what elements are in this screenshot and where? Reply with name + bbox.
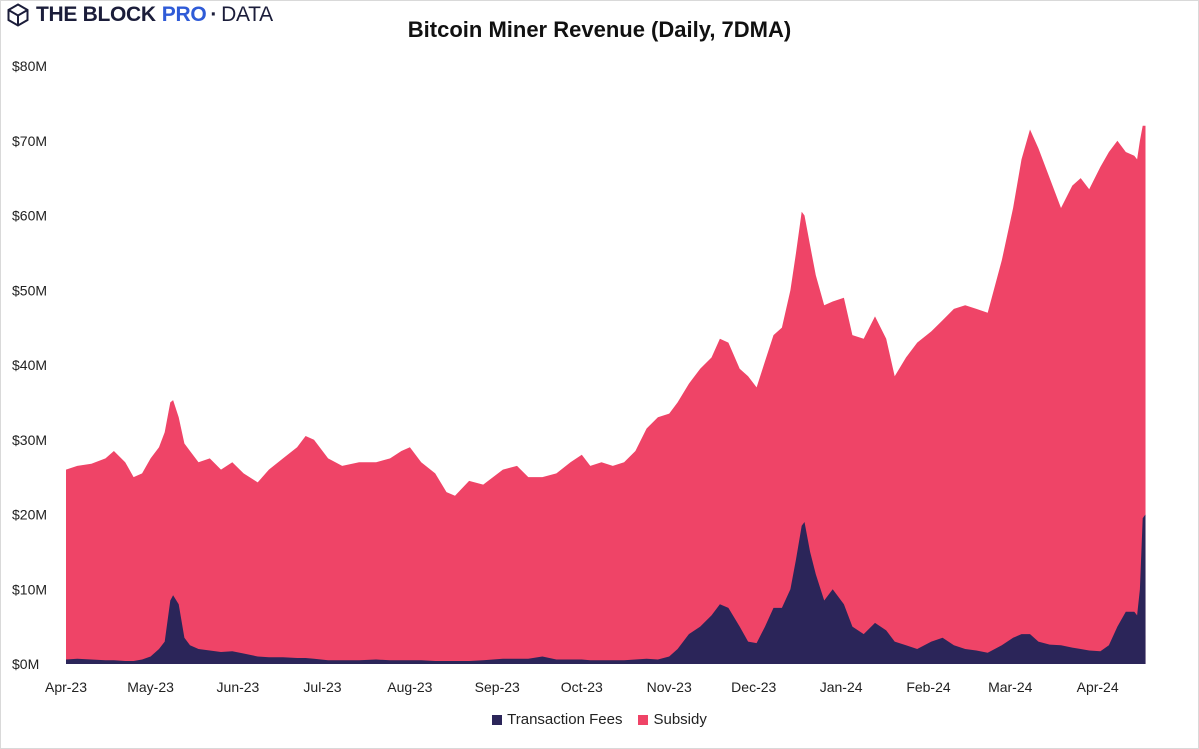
x-tick-label: Jul-23 [303,679,341,695]
x-axis: Apr-23 May-23 Jun-23 Jul-23 Aug-23 Sep-23 Oct-… [45,679,1119,695]
legend-item-subsidy: Subsidy [638,711,707,728]
x-tick-label: Apr-24 [1077,679,1119,695]
y-tick-label: $60M [12,208,47,224]
y-tick-label: $0M [12,656,39,672]
x-tick-label: Jan-24 [820,679,863,695]
brand-logo: THE BLOCK PRO · DATA [6,2,273,28]
x-tick-label: Mar-24 [988,679,1033,695]
y-tick-label: $80M [12,58,47,74]
y-axis: $0M $10M $20M $30M $40M $50M $60M $70M $80M [12,58,47,672]
chart-areas [66,125,1146,665]
legend-swatch-transaction-fees [492,714,503,725]
x-tick-label: Dec-23 [731,679,776,695]
x-tick-label: Feb-24 [906,679,951,695]
x-tick-label: Sep-23 [475,679,520,695]
x-tick-label: Nov-23 [647,679,692,695]
x-tick-label: Apr-23 [45,679,87,695]
x-tick-label: Oct-23 [561,679,603,695]
chart-title: Bitcoin Miner Revenue (Daily, 7DMA) [407,17,792,42]
legend-item-transaction-fees: Transaction Fees [492,711,622,728]
x-tick-label: Jun-23 [217,679,260,695]
hexagon-cube-icon [7,3,29,27]
y-tick-label: $70M [12,133,47,149]
y-tick-label: $20M [12,507,47,523]
brand-data: DATA [221,3,273,26]
brand-name: THE BLOCK [36,3,156,26]
y-tick-label: $50M [12,282,47,298]
x-tick-label: Aug-23 [387,679,432,695]
series-area-transaction-fees [66,514,1146,664]
y-tick-label: $40M [12,357,47,373]
legend-label-transaction-fees: Transaction Fees [507,711,623,728]
y-tick-label: $10M [12,581,47,597]
brand-pro: PRO [161,3,207,26]
legend-swatch-subsidy [638,714,649,725]
legend-label-subsidy: Subsidy [653,711,707,728]
legend: Transaction Fees Subsidy [0,711,1199,728]
x-tick-label: May-23 [127,679,174,695]
brand-separator: · [210,3,218,26]
series-area-subsidy [66,125,1146,665]
y-tick-label: $30M [12,432,47,448]
